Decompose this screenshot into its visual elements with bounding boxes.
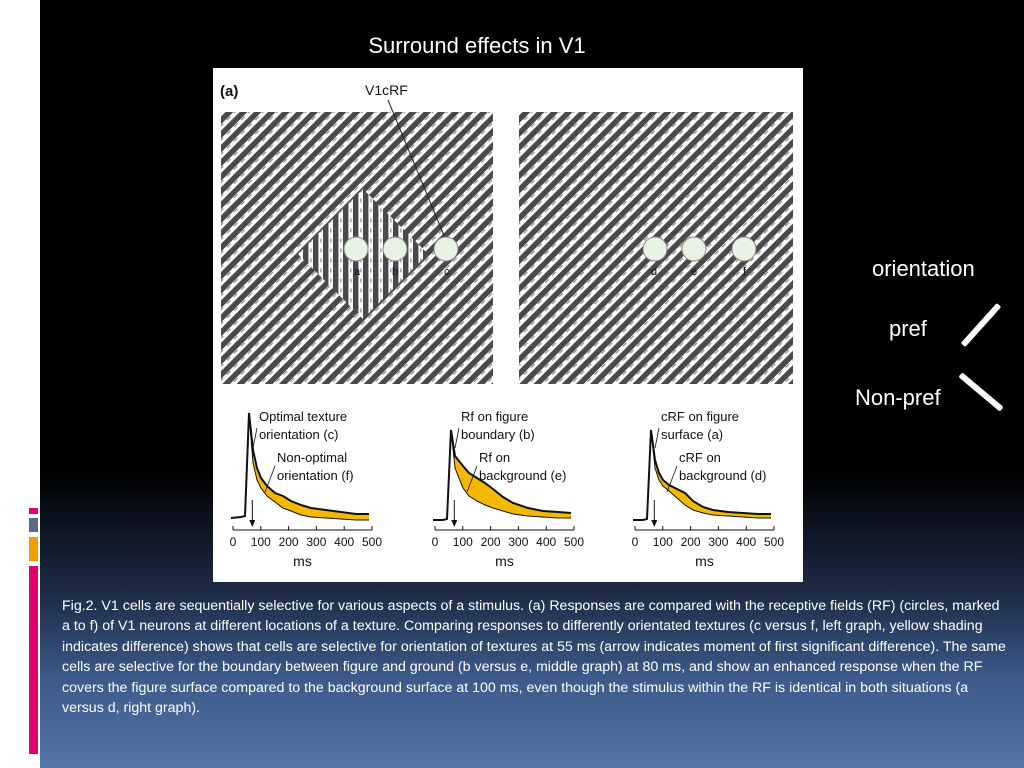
rf-circle-c	[433, 236, 459, 262]
x-tick-label: 0	[632, 535, 639, 549]
response-curve-2	[450, 429, 571, 519]
back-slash-bar-icon	[958, 372, 1004, 412]
panel-label: (a)	[220, 83, 238, 100]
x-tick-label: 500	[564, 535, 584, 549]
x-tick-label: 200	[481, 535, 501, 549]
rf-label-e: e	[691, 266, 697, 278]
x-tick-label: 300	[708, 535, 728, 549]
x-tick-label: 500	[764, 535, 784, 549]
response-graph-1: 0 100 200 300 400 500 ms Optimal texture orienta…	[230, 409, 383, 569]
x-tick-label: 300	[508, 535, 528, 549]
annotation-pointer	[666, 465, 678, 493]
arrow-head	[249, 520, 256, 527]
rf-label-a: a	[354, 266, 361, 278]
annotation-secondary: background (d)	[679, 468, 766, 483]
annotation-secondary: Non-optimal	[277, 450, 347, 465]
annotation-secondary: orientation (f)	[277, 468, 354, 483]
x-axis-label: ms	[495, 553, 514, 569]
x-tick-label: 300	[306, 535, 326, 549]
rf-label-d: d	[651, 266, 657, 278]
orientation-heading: orientation	[872, 256, 975, 281]
rf-circle-e	[681, 236, 707, 262]
arrow-head	[451, 520, 458, 527]
response-graph-2: 0 100 200 300 400 500 ms Rf on figure boundary (…	[432, 409, 585, 569]
rf-circle-a	[343, 236, 369, 262]
accent-mark-magenta-long	[29, 566, 38, 754]
x-axis-label: ms	[695, 553, 714, 569]
annotation-secondary: Rf on	[479, 450, 510, 465]
x-tick-label: 500	[362, 535, 382, 549]
x-tick-label: 400	[736, 535, 756, 549]
annotation-pointer	[252, 427, 258, 449]
difference-shading	[651, 430, 771, 518]
figure-image: (a) V1cRF a b c d e f 0 100 200 300 400 500 ms…	[213, 68, 803, 582]
response-graph-3: 0 100 200 300 400 500 ms cRF on figure surface (…	[632, 409, 785, 569]
pref-label: pref	[889, 316, 927, 341]
x-tick-label: 0	[230, 535, 237, 549]
annotation-primary: surface (a)	[661, 427, 723, 442]
left-decorative-strip	[0, 0, 40, 768]
arrow-head	[651, 520, 658, 527]
x-tick-label: 0	[432, 535, 439, 549]
forward-slash-bar-icon	[960, 302, 1002, 348]
receptive-field-circles-left: a b c	[343, 236, 459, 278]
annotation-primary: Optimal texture	[259, 409, 347, 424]
receptive-field-circles-right: d e f	[642, 236, 757, 278]
accent-mark-gray	[29, 518, 38, 532]
x-tick-label: 200	[279, 535, 299, 549]
annotation-primary: Rf on figure	[461, 409, 528, 424]
accent-mark-orange	[29, 537, 38, 561]
slide-title: Surround effects in V1	[368, 33, 586, 58]
x-axis-label: ms	[293, 553, 312, 569]
x-tick-label: 200	[681, 535, 701, 549]
rf-label-b: b	[392, 266, 398, 278]
x-tick-label: 100	[653, 535, 673, 549]
annotation-pointer	[454, 427, 460, 449]
v1crf-label: V1cRF	[365, 82, 408, 98]
annotation-secondary: cRF on	[679, 450, 721, 465]
difference-shading	[451, 430, 571, 518]
annotation-pointer	[264, 465, 276, 493]
annotation-pointer	[466, 465, 478, 493]
annotation-primary: orientation (c)	[259, 427, 338, 442]
response-curve-1	[433, 429, 572, 521]
annotation-pointer	[654, 427, 660, 449]
response-graphs: 0 100 200 300 400 500 ms Optimal texture orienta…	[230, 409, 785, 569]
x-tick-label: 400	[334, 535, 354, 549]
figure-caption: Fig.2. V1 cells are sequentially selecti…	[62, 598, 1006, 717]
rf-label-f: f	[743, 266, 747, 278]
rf-circle-d	[642, 236, 668, 262]
accent-mark-magenta	[29, 508, 38, 514]
rf-label-c: c	[444, 266, 450, 278]
annotation-secondary: background (e)	[479, 468, 566, 483]
rf-circle-b	[382, 236, 408, 262]
response-curve-2	[650, 429, 771, 519]
annotation-primary: cRF on figure	[661, 409, 739, 424]
rf-circle-f	[731, 236, 757, 262]
v1crf-pointer-line	[387, 99, 446, 239]
annotation-primary: boundary (b)	[461, 427, 535, 442]
x-tick-label: 100	[453, 535, 473, 549]
x-tick-label: 400	[536, 535, 556, 549]
nonpref-label: Non-pref	[855, 385, 941, 410]
response-curve-2	[248, 412, 369, 521]
x-tick-label: 100	[251, 535, 271, 549]
response-curve-1	[633, 429, 771, 521]
response-curve-1	[230, 412, 369, 519]
